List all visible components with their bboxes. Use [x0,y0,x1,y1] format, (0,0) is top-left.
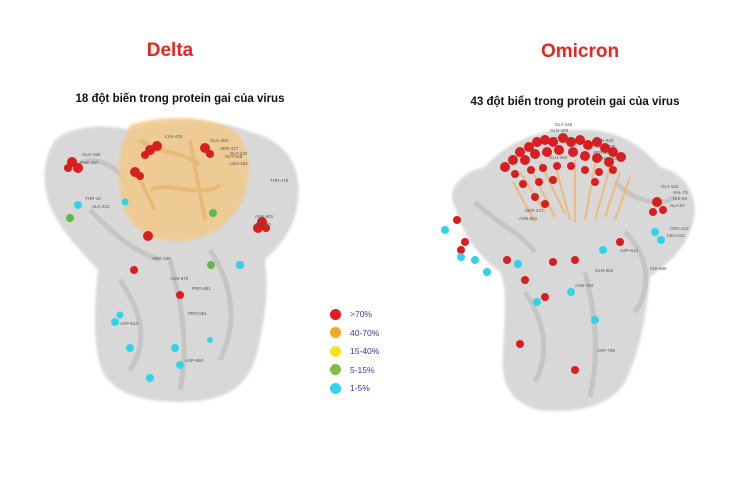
delta-title: Delta [146,40,194,61]
residue-label: LEU-212 [667,233,685,238]
residue-label: GLN-954 [595,268,614,273]
residue-label: THR-478 [270,178,289,183]
residue-label: LEU-452 [230,161,248,166]
residue-label: ASN-501 [519,216,538,221]
omicron-protein-body [451,129,695,412]
legend-item: 5-15% [330,361,379,380]
residue-label: GLU-156 [82,152,101,157]
residue-label: ASN-440 [595,138,614,143]
legend-swatch [330,308,341,320]
residue-label: ASP-796 [597,348,616,353]
residue-label: SER-371 [525,208,544,213]
legend-item: >70% [330,305,379,324]
residue-label: GLU-484 [210,138,229,143]
legend-item: 15-40% [330,342,379,361]
residue-label: GLY-142 [661,184,679,189]
residue-label: PRO-681 [188,311,207,316]
legend-item: 40-70% [330,324,379,343]
residue-label: GLN-493 [550,128,569,133]
residue-label: HIS-69 [673,196,688,201]
delta-subtitle: 18 đột biến trong protein gai của virus [75,93,285,105]
residue-label: GLY-446 [225,154,243,159]
residue-label: ARG-214 [670,226,689,231]
residue-label: VAL-70 [256,222,271,227]
residue-label: ASP-950 [185,358,204,363]
residue-label: ARG-158 [152,256,171,261]
legend-swatch [330,364,341,376]
residue-label: THR-478 [601,156,620,161]
omicron-spike-protein-image: GLY-446 GLN-493 GLN-498 SER-477 THR-478 … [441,122,695,412]
residue-label: ALA-222 [92,204,110,209]
residue-label: ASN-764 [575,283,594,288]
legend-swatch [330,345,341,357]
legend-label: 1-5% [350,383,370,394]
omicron-title: Omicron [540,41,620,62]
residue-label: GLU-484 [549,155,568,160]
legend-swatch [330,327,341,339]
residue-label: SER-477 [220,146,239,151]
residue-label: ASN-501 [255,214,274,219]
residue-label: LYS-478 [165,134,183,139]
residue-label: HIS-655 [650,266,667,271]
residue-label: ASP-614 [120,321,139,326]
legend: >70% 40-70% 15-40% 5-15% 1-5% [330,305,379,398]
omicron-subtitle: 43 đột biến trong protein gai của virus [470,96,680,108]
residue-label: ASP-614 [620,248,639,253]
residue-label: THR-19 [85,196,101,201]
residue-label: ASN-679 [170,276,189,281]
residue-label: VAL-70 [673,190,688,195]
residue-label: PHE-157 [80,160,99,165]
residue-label: GLN-498 [597,144,616,149]
residue-label: ALA-67 [670,203,686,208]
residue-label: TYR-505 [555,136,574,141]
legend-label: 5-15% [350,364,375,375]
residue-label: PRO-681 [192,286,211,291]
residue-label: GLY-142 [230,151,248,156]
legend-swatch [330,382,341,394]
residue-label: SER-477 [593,150,612,155]
legend-label: 15-40% [350,346,380,357]
legend-item: 1-5% [330,379,379,398]
residue-label: GLY-446 [555,122,573,127]
legend-label: 40-70% [350,327,380,338]
delta-spike-protein-image: GLU-156 PHE-157 LYS-478 GLU-484 THR-478 … [44,117,299,402]
legend-label: >70% [350,309,372,320]
